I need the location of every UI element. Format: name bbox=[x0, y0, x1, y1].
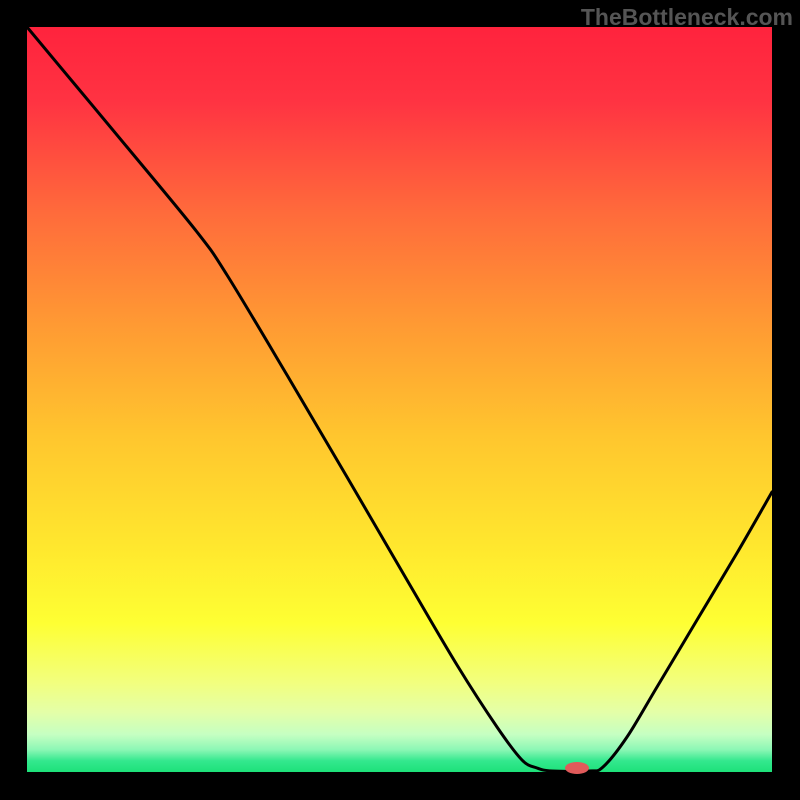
bottleneck-chart bbox=[0, 0, 800, 800]
optimal-marker bbox=[565, 762, 589, 774]
watermark-text: TheBottleneck.com bbox=[581, 4, 793, 31]
chart-stage: TheBottleneck.com bbox=[0, 0, 800, 800]
plot-gradient-background bbox=[27, 27, 772, 772]
